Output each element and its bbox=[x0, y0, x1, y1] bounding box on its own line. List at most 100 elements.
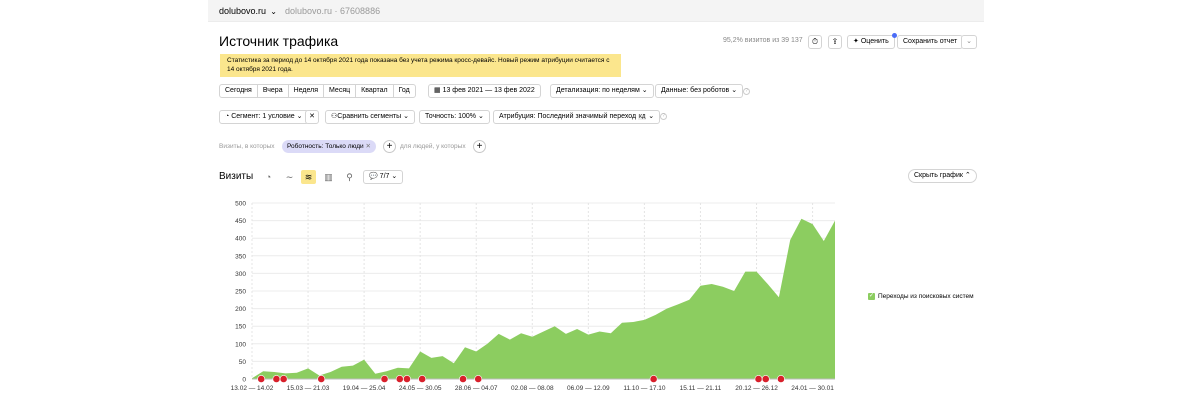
clear-segment-icon[interactable]: ✕ bbox=[305, 110, 319, 124]
x-tick-label: 24.05 — 30.05 bbox=[399, 385, 442, 392]
y-tick-label: 0 bbox=[242, 377, 246, 384]
share-icon[interactable]: ⇪ bbox=[828, 35, 842, 49]
attribution-label: Атрибуция: Последний значимый переход bbox=[499, 113, 637, 120]
pie-chart-icon[interactable]: ◔ bbox=[265, 172, 272, 182]
y-tick-label: 150 bbox=[235, 324, 246, 331]
chevron-up-icon: ⌃ bbox=[964, 172, 971, 179]
notification-dot bbox=[891, 33, 897, 38]
annotation-marker bbox=[649, 375, 658, 383]
detail-dropdown[interactable]: Детализация: по неделям ⌄ bbox=[550, 84, 654, 98]
x-tick-label: 19.04 — 25.04 bbox=[343, 385, 386, 392]
y-tick-label: 450 bbox=[235, 218, 246, 225]
x-tick-label: 02.08 — 08.08 bbox=[511, 385, 554, 392]
annotation-marker bbox=[272, 375, 281, 383]
hide-chart-label: Скрыть график bbox=[914, 172, 963, 179]
legend-label: Переходы из поисковых систем bbox=[878, 293, 974, 300]
annotation-marker bbox=[395, 375, 404, 383]
segment-icon: ◔ bbox=[225, 113, 230, 120]
period-yesterday[interactable]: Вчера bbox=[258, 85, 289, 97]
chevron-down-icon: ⌄ bbox=[296, 113, 303, 120]
close-icon[interactable]: ✕ bbox=[365, 143, 371, 150]
segment-label: Сегмент: 1 условие bbox=[231, 113, 295, 120]
compare-segments-dropdown[interactable]: ⚇Сравнить сегменты ⌄ bbox=[325, 110, 415, 124]
x-tick-label: 24.01 — 30.01 bbox=[791, 385, 834, 392]
data-label: Данные: без роботов bbox=[661, 87, 730, 94]
chevron-down-icon: ⌄ bbox=[731, 87, 738, 94]
period-month[interactable]: Месяц bbox=[324, 85, 357, 97]
data-dropdown[interactable]: Данные: без роботов ⌄ bbox=[655, 84, 744, 98]
filter-suffix: для людей, у которых bbox=[400, 143, 466, 150]
line-chart-icon[interactable]: ∼ bbox=[285, 172, 294, 182]
bar-chart-icon[interactable]: ▥ bbox=[324, 172, 333, 182]
chevron-down-icon: ⌄ bbox=[477, 113, 484, 120]
history-icon[interactable]: ⏱ bbox=[808, 35, 822, 49]
annotation-marker bbox=[279, 375, 288, 383]
y-tick-label: 400 bbox=[235, 236, 246, 243]
y-tick-label: 350 bbox=[235, 253, 246, 260]
counter-id: dolubovo.ru · 67608886 bbox=[285, 6, 381, 16]
annotation-marker bbox=[754, 375, 763, 383]
top-bar: dolubovo.ru ⌄ dolubovo.ru · 67608886 bbox=[208, 0, 984, 22]
y-tick-label: 50 bbox=[239, 359, 247, 366]
map-pin-icon[interactable]: ⚲ bbox=[346, 172, 353, 182]
x-tick-label: 15.11 — 21.11 bbox=[680, 385, 722, 392]
report-page: dolubovo.ru ⌄ dolubovo.ru · 67608886 Ист… bbox=[208, 0, 984, 400]
area-chart-icon[interactable]: ≋ bbox=[301, 170, 316, 184]
site-name: dolubovo.ru bbox=[219, 6, 267, 16]
annotations-count: 7/7 bbox=[379, 173, 390, 180]
chevron-down-icon: ⌄ bbox=[648, 113, 655, 120]
info-icon[interactable]: ? bbox=[660, 113, 667, 120]
y-tick-label: 100 bbox=[235, 341, 246, 348]
attribution-notice: Статистика за период до 14 октября 2021 … bbox=[220, 54, 621, 77]
add-filter-button[interactable]: + bbox=[383, 140, 396, 153]
save-report-button[interactable]: Сохранить отчет bbox=[897, 35, 964, 49]
site-selector[interactable]: dolubovo.ru ⌄ bbox=[219, 6, 277, 16]
series-area bbox=[252, 218, 835, 379]
compare-label: Сравнить сегменты bbox=[337, 113, 402, 120]
accuracy-dropdown[interactable]: Точность: 100% ⌄ bbox=[419, 110, 490, 124]
annotation-marker bbox=[777, 375, 785, 383]
date-range-button[interactable]: ▦ 13 фев 2021 — 13 фев 2022 bbox=[428, 84, 541, 98]
page-title: Источник трафика bbox=[219, 33, 339, 49]
visits-chart: 0 50 100 150 200 250 300 350 400 450 500 13.02 — 1… bbox=[231, 201, 835, 392]
period-week[interactable]: Неделя bbox=[289, 85, 325, 97]
filter-prefix: Визиты, в которых bbox=[219, 143, 275, 150]
chevron-down-icon: ⌄ bbox=[391, 173, 398, 180]
legend-checkbox[interactable]: ✓ bbox=[868, 293, 875, 300]
attribution-dropdown[interactable]: Атрибуция: Последний значимый переход КД… bbox=[493, 110, 661, 124]
x-tick-label: 28.06 — 04.07 bbox=[455, 385, 498, 392]
chevron-down-icon: ⌄ bbox=[268, 7, 277, 16]
comment-icon: 💬 bbox=[369, 173, 378, 180]
x-tick-label: 06.09 — 12.09 bbox=[567, 385, 610, 392]
robotness-filter-chip[interactable]: Роботность: Только люди ✕ bbox=[282, 140, 376, 153]
info-icon[interactable]: ? bbox=[743, 88, 750, 95]
visits-summary: 95,2% визитов из 39 137 bbox=[723, 37, 803, 44]
date-range-label: 13 фев 2021 — 13 фев 2022 bbox=[442, 87, 535, 94]
detail-label: Детализация: по неделям bbox=[556, 87, 640, 94]
save-report-label: Сохранить отчет bbox=[903, 38, 958, 45]
metric-label: Визиты bbox=[219, 171, 254, 182]
y-tick-label: 250 bbox=[235, 289, 246, 296]
y-tick-label: 200 bbox=[235, 306, 246, 313]
period-today[interactable]: Сегодня bbox=[220, 85, 258, 97]
annotation-marker bbox=[403, 375, 411, 383]
chip-label: Роботность: Только люди bbox=[287, 143, 364, 150]
chart-legend[interactable]: ✓ Переходы из поисковых систем bbox=[868, 293, 974, 300]
x-tick-label: 15.03 — 21.03 bbox=[287, 385, 330, 392]
add-user-filter-button[interactable]: + bbox=[473, 140, 486, 153]
segment-dropdown[interactable]: ◔ Сегмент: 1 условие ⌄ bbox=[219, 110, 309, 124]
annotations-dropdown[interactable]: 💬 7/7 ⌄ bbox=[363, 170, 404, 184]
period-quarter[interactable]: Квартал bbox=[356, 85, 394, 97]
save-menu-chevron-icon[interactable]: ⌄ bbox=[961, 35, 977, 49]
annotation-marker bbox=[257, 375, 266, 383]
accuracy-label: Точность: 100% bbox=[425, 113, 477, 120]
calendar-icon: ▦ bbox=[434, 87, 441, 94]
y-tick-label: 500 bbox=[235, 201, 246, 208]
annotation-marker bbox=[317, 375, 326, 383]
rate-icon: ✦ bbox=[853, 38, 859, 45]
hide-chart-button[interactable]: Скрыть график ⌃ bbox=[908, 169, 977, 183]
y-tick-label: 300 bbox=[235, 271, 246, 278]
rate-button[interactable]: ✦ Оценить bbox=[847, 33, 897, 49]
period-selector: Сегодня Вчера Неделя Месяц Квартал Год bbox=[219, 84, 416, 98]
period-year[interactable]: Год bbox=[398, 87, 410, 94]
